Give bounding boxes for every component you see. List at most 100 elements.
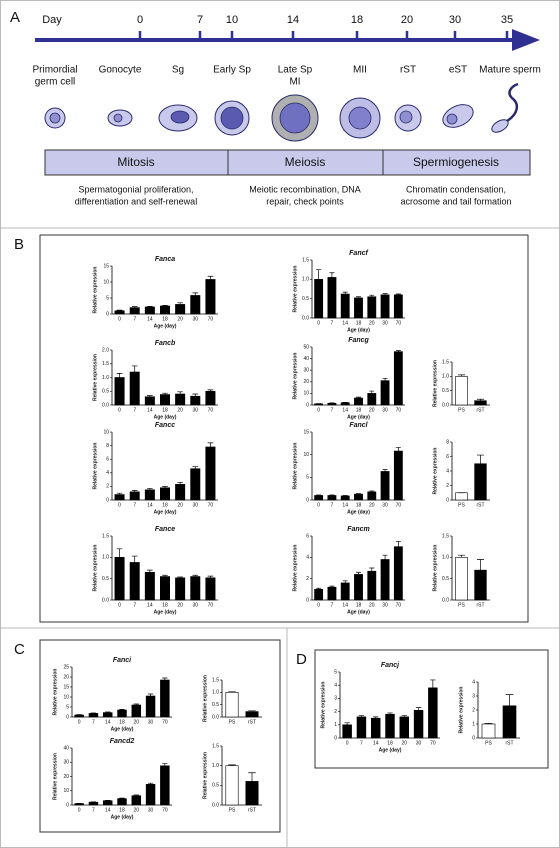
bar bbox=[393, 351, 403, 406]
x-tick-label: 7 bbox=[360, 740, 363, 746]
phase-box bbox=[44, 149, 229, 176]
bar bbox=[380, 471, 390, 501]
y-axis-label: Relative expression bbox=[432, 545, 438, 592]
bar bbox=[225, 692, 239, 718]
x-tick-label: 7 bbox=[331, 602, 334, 608]
y-tick-label: 1.0 bbox=[442, 374, 449, 380]
phase-description: Chromatin condensation, bbox=[406, 184, 506, 194]
x-tick-label: rST bbox=[476, 407, 484, 413]
chart-title: Fancc bbox=[155, 422, 175, 429]
cell-illustrations bbox=[44, 82, 519, 142]
panel-frame bbox=[39, 639, 281, 833]
bar bbox=[74, 803, 84, 806]
x-tick-label: PS bbox=[458, 407, 465, 413]
bar bbox=[428, 687, 438, 739]
error-bar bbox=[476, 398, 485, 401]
bar bbox=[474, 569, 487, 601]
bar bbox=[367, 393, 377, 406]
timeline-day: 30 bbox=[449, 14, 461, 26]
bar bbox=[314, 279, 324, 319]
bar bbox=[144, 571, 155, 601]
x-tick-label: PS bbox=[458, 502, 465, 508]
error-bar bbox=[177, 302, 183, 305]
error-bar bbox=[119, 709, 125, 710]
error-bar bbox=[484, 722, 493, 724]
error-bar bbox=[369, 294, 375, 297]
bar bbox=[160, 576, 170, 601]
error-bar bbox=[162, 763, 168, 766]
y-axis-label: Relative expression bbox=[432, 448, 438, 495]
x-tick-label: 30 bbox=[193, 602, 199, 608]
error-bar bbox=[147, 305, 153, 307]
y-tick-label: 10 bbox=[103, 279, 109, 285]
bar bbox=[88, 713, 99, 718]
error-bar bbox=[116, 492, 123, 495]
x-axis-label: Age (day) bbox=[111, 726, 134, 732]
bar bbox=[370, 717, 381, 739]
y-axis-label: Relative expression bbox=[292, 266, 298, 313]
y-tick-label: 0.5 bbox=[102, 389, 109, 395]
bar bbox=[225, 765, 239, 806]
y-tick-label: 6 bbox=[446, 454, 449, 460]
bar bbox=[205, 577, 216, 601]
x-axis-label: Age (day) bbox=[347, 509, 370, 515]
stage-label: Sg bbox=[172, 65, 184, 76]
bar bbox=[356, 716, 367, 739]
y-tick-label: 2.0 bbox=[102, 347, 109, 353]
x-tick-label: 20 bbox=[177, 502, 183, 508]
phase-name: Spermiogenesis bbox=[413, 155, 499, 169]
y-axis-label: Relative expression bbox=[92, 267, 98, 314]
panel-label: B bbox=[14, 236, 24, 253]
x-tick-label: 18 bbox=[162, 407, 168, 413]
error-bar bbox=[401, 715, 407, 717]
y-tick-label: 6 bbox=[106, 457, 109, 463]
error-bar bbox=[395, 350, 401, 352]
y-tick-label: 40 bbox=[303, 356, 309, 362]
x-tick-label: 20 bbox=[369, 602, 375, 608]
bar bbox=[340, 582, 350, 601]
x-tick-label: 14 bbox=[342, 602, 348, 608]
error-bar bbox=[476, 559, 485, 571]
x-tick-label: 7 bbox=[133, 316, 136, 322]
phase-description: Spermatogonial proliferation, bbox=[78, 184, 193, 194]
y-tick-label: 30 bbox=[63, 760, 69, 766]
bar bbox=[160, 679, 170, 718]
y-axis-label: Relative expression bbox=[202, 752, 208, 799]
error-bar bbox=[369, 490, 375, 492]
x-tick-label: PS bbox=[485, 740, 492, 746]
bar bbox=[190, 468, 201, 501]
x-tick-label: 70 bbox=[208, 316, 214, 322]
x-tick-label: 30 bbox=[148, 719, 154, 725]
error-bar bbox=[395, 293, 401, 295]
phase-name: Mitosis bbox=[117, 155, 154, 169]
bar bbox=[474, 463, 487, 501]
y-tick-label: 1.0 bbox=[212, 763, 219, 769]
x-tick-label: 70 bbox=[162, 719, 168, 725]
y-tick-label: 0.5 bbox=[212, 783, 219, 789]
y-tick-label: 20 bbox=[63, 774, 69, 780]
x-tick-label: 20 bbox=[369, 320, 375, 326]
timeline-day: 18 bbox=[351, 14, 363, 26]
bar bbox=[455, 557, 468, 601]
y-tick-label: 15 bbox=[63, 684, 69, 690]
bar bbox=[205, 279, 216, 315]
x-tick-label: PS bbox=[229, 807, 236, 813]
bar bbox=[380, 559, 390, 601]
x-tick-label: 70 bbox=[208, 407, 214, 413]
chart-title: Fancl bbox=[349, 422, 368, 429]
bar bbox=[481, 723, 496, 739]
x-tick-label: 0 bbox=[317, 602, 320, 608]
y-tick-label: 2 bbox=[472, 707, 475, 713]
error-bar bbox=[316, 587, 322, 590]
y-tick-label: 1.5 bbox=[102, 533, 109, 539]
x-tick-label: 30 bbox=[193, 407, 199, 413]
x-tick-label: 7 bbox=[133, 502, 136, 508]
y-tick-label: 0 bbox=[446, 497, 449, 503]
y-tick-label: 0.5 bbox=[442, 576, 449, 582]
error-bar bbox=[147, 395, 153, 397]
x-tick-label: 7 bbox=[331, 320, 334, 326]
y-tick-label: 0 bbox=[306, 497, 309, 503]
x-tick-label: 30 bbox=[416, 740, 422, 746]
bar bbox=[114, 494, 125, 501]
x-tick-label: 70 bbox=[208, 602, 214, 608]
